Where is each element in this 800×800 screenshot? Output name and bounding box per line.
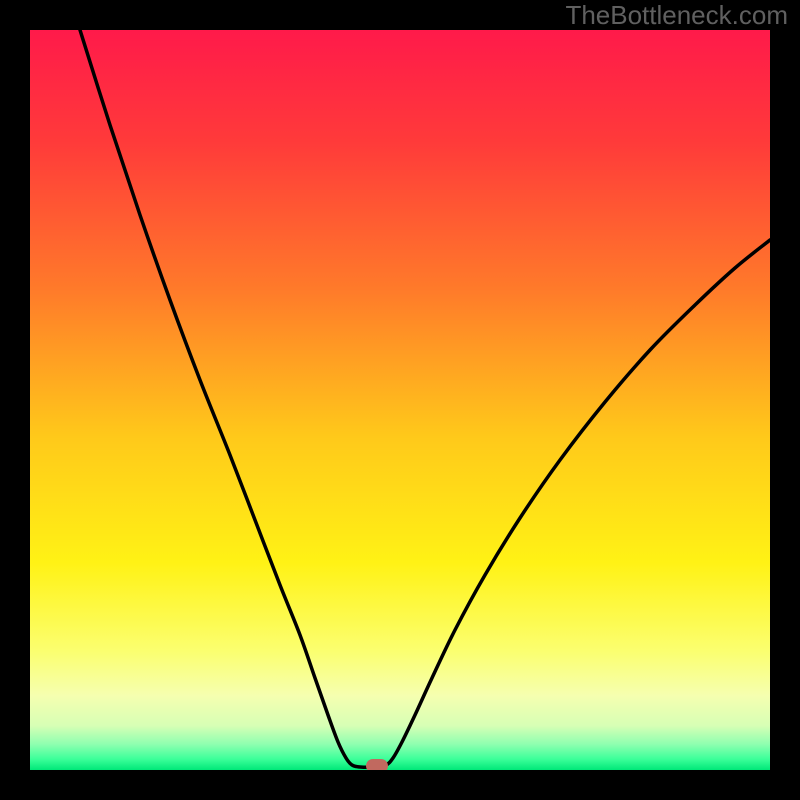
plot-area bbox=[30, 30, 770, 770]
chart-frame: TheBottleneck.com bbox=[0, 0, 800, 800]
bottleneck-curve bbox=[30, 30, 770, 770]
watermark-text: TheBottleneck.com bbox=[565, 0, 788, 31]
optimum-marker bbox=[366, 759, 388, 770]
